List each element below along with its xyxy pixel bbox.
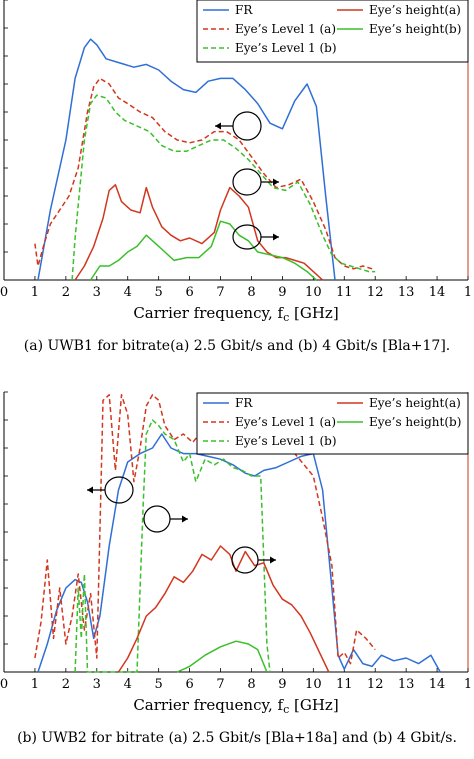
x-tick-label: 2	[62, 677, 70, 692]
x-axis-label: Carrier frequency, fc [GHz]	[133, 696, 338, 716]
x-tick-label: 1	[31, 285, 39, 300]
legend-label: Eye’s height(b)	[369, 22, 461, 36]
series-line	[117, 545, 330, 673]
annotation-arrowhead	[273, 178, 279, 186]
x-tick-label: 7	[216, 677, 224, 692]
x-tick-label: 4	[124, 677, 132, 692]
figure-caption: (b) UWB2 for bitrate (a) 2.5 Gbit/s [Bla…	[17, 730, 457, 746]
legend: FR Eye’s Level 1 (a) Eye’s Level 1 (b) Eye’…	[196, 392, 469, 455]
series-line	[37, 38, 336, 281]
x-tick-label: 8	[247, 677, 255, 692]
x-tick-label: 14	[429, 285, 446, 300]
series-line	[71, 94, 376, 281]
x-tick-label: 13	[398, 677, 415, 692]
legend-label: FR	[235, 3, 253, 17]
x-tick-label: 1	[464, 677, 472, 692]
annotation-circle	[232, 111, 262, 141]
x-tick-label: 0	[0, 285, 8, 300]
annotation-arrowhead	[182, 515, 188, 523]
x-tick-label: 9	[278, 677, 286, 692]
legend-label: FR	[235, 396, 253, 410]
x-tick-label: 10	[305, 677, 322, 692]
figure-caption: (a) UWB1 for bitrate(a) 2.5 Gbit/s and (…	[24, 338, 450, 354]
x-tick-label: 13	[398, 285, 415, 300]
series-line	[74, 184, 324, 281]
legend-label: Eye’s height(a)	[369, 3, 461, 17]
x-tick-label: 5	[155, 285, 163, 300]
x-tick-label: 2	[62, 285, 70, 300]
legend: FR Eye’s Level 1 (a) Eye’s Level 1 (b) Eye’…	[196, 0, 469, 63]
annotation-circle	[232, 168, 262, 196]
annotation-arrowhead	[215, 122, 221, 130]
x-tick-label: 1	[464, 285, 472, 300]
x-tick-label: 3	[93, 677, 101, 692]
annotation-circle	[143, 505, 171, 533]
x-tick-label: 1	[31, 677, 39, 692]
series-line	[176, 640, 268, 673]
annotation-arrowhead	[273, 233, 279, 241]
x-tick-label: 8	[247, 285, 255, 300]
legend-label: Eye’s Level 1 (b)	[235, 434, 337, 448]
legend-label: Eye’s height(a)	[369, 396, 461, 410]
series-line	[89, 220, 317, 281]
annotation-circle	[231, 546, 259, 574]
x-tick-label: 12	[367, 677, 384, 692]
x-tick-label: 9	[278, 285, 286, 300]
legend-label: Eye’s Level 1 (a)	[235, 22, 336, 36]
legend-label: Eye’s Level 1 (a)	[235, 415, 336, 429]
series-line	[37, 433, 441, 673]
x-tick-label: 11	[336, 285, 353, 300]
annotation-arrowhead	[87, 486, 93, 494]
x-tick-label: 4	[124, 285, 132, 300]
series-line	[34, 77, 373, 270]
x-tick-label: 10	[305, 285, 322, 300]
x-tick-label: 11	[336, 677, 353, 692]
x-tick-label: 7	[216, 285, 224, 300]
x-tick-label: 6	[185, 285, 193, 300]
legend-box	[196, 0, 469, 63]
x-tick-label: 5	[155, 677, 163, 692]
x-tick-label: 3	[93, 285, 101, 300]
x-tick-label: 6	[185, 677, 193, 692]
legend-label: Eye’s height(b)	[369, 415, 461, 429]
annotation-arrowhead	[270, 556, 276, 564]
x-tick-label: 14	[429, 677, 446, 692]
series-line	[74, 419, 271, 673]
legend-box	[196, 392, 469, 455]
legend-label: Eye’s Level 1 (b)	[235, 41, 337, 55]
x-tick-label: 12	[367, 285, 384, 300]
x-tick-label: 0	[0, 677, 8, 692]
x-axis-label: Carrier frequency, fc [GHz]	[133, 304, 338, 324]
